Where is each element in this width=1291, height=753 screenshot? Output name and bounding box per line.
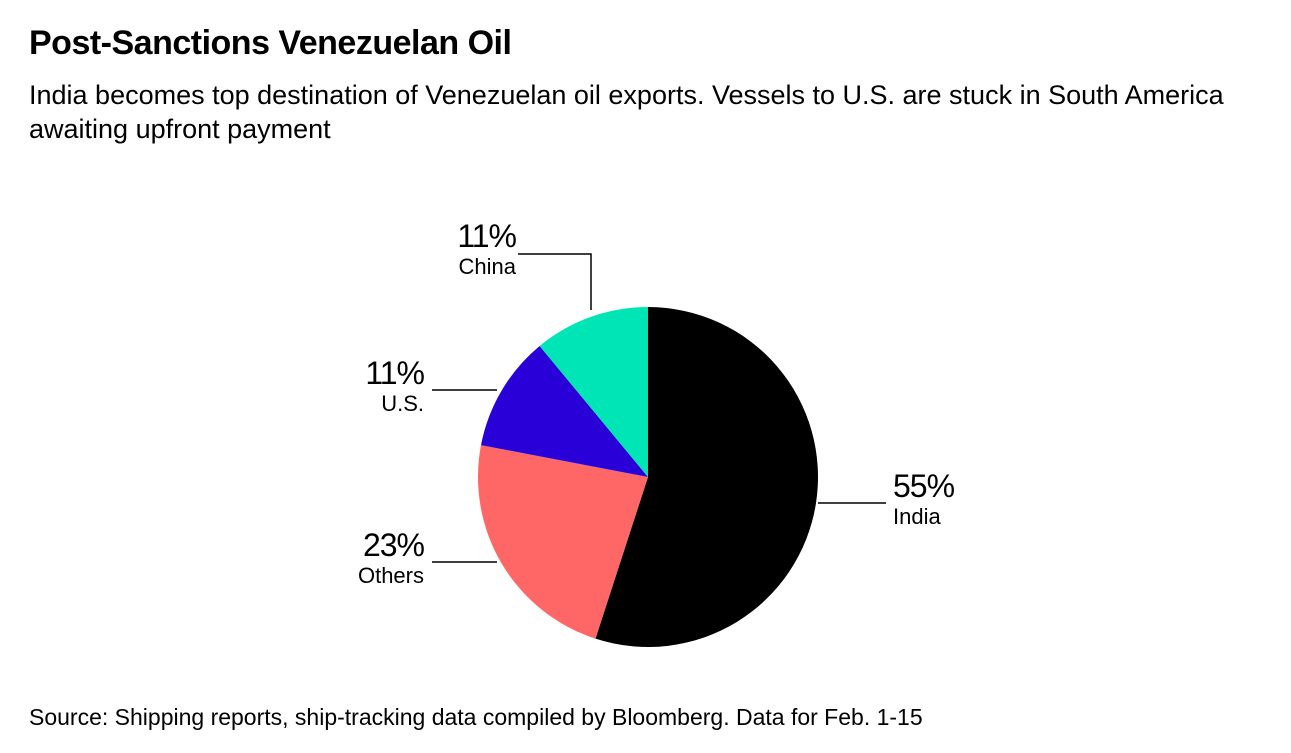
pie-slice-china [539,307,648,477]
pie-slice-u-s [481,346,648,477]
chart-title: Post-Sanctions Venezuelan Oil [29,24,512,62]
data-label-value: 11% [457,218,516,254]
data-label-category: U.S. [381,391,424,416]
data-label-category: China [459,254,517,279]
leader-line [518,253,592,310]
data-label-category: India [893,504,941,529]
data-label-category: Others [358,563,424,588]
data-label-value: 55% [893,468,955,504]
data-label-value: 23% [363,527,425,563]
pie-slice-others [478,445,648,639]
data-label-value: 11% [365,355,424,391]
chart-subtitle: India becomes top destination of Venezue… [29,80,1224,144]
source-note: Source: Shipping reports, ship-tracking … [29,704,923,730]
pie-slice-india [595,307,818,647]
